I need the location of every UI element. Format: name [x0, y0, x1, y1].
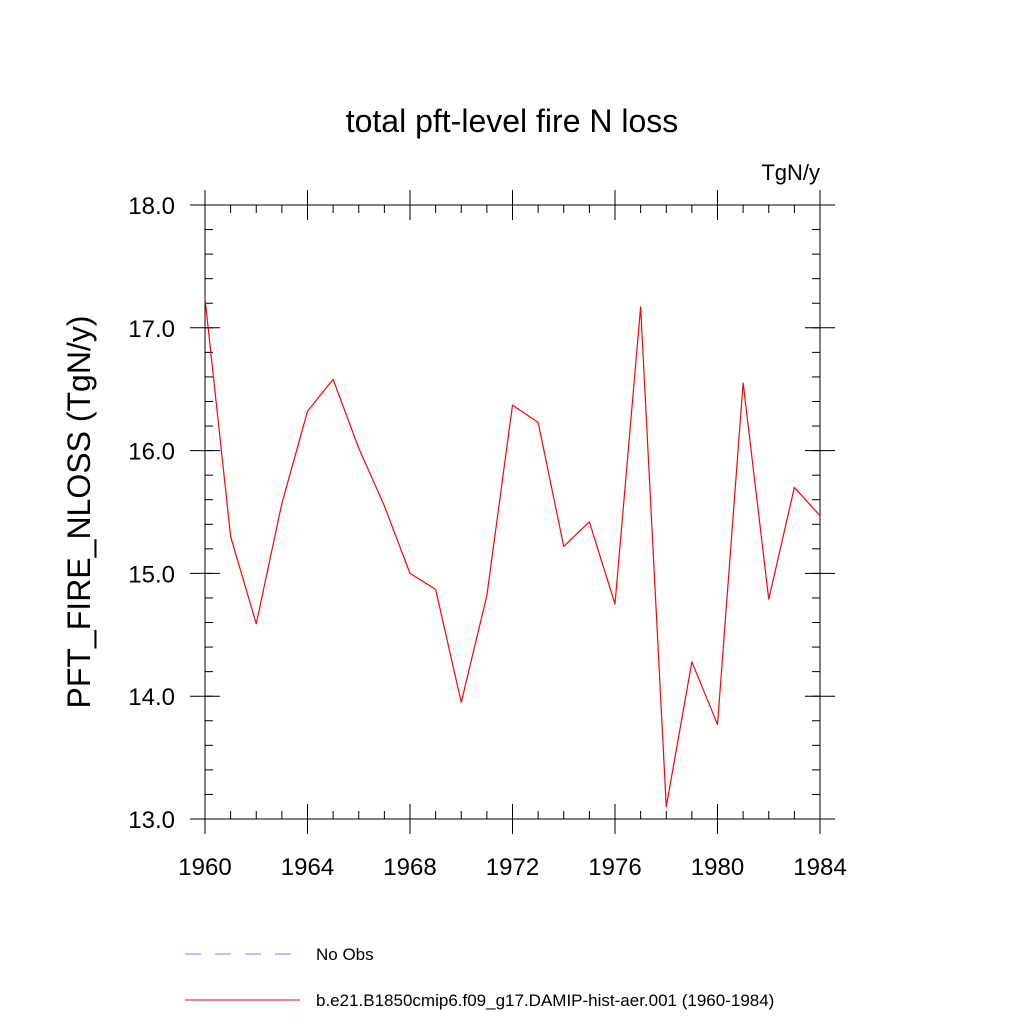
plot-frame [204, 204, 821, 820]
axis-tick-labels: 1960 1964 1968 1972 1976 1980 1984 13.0 14.0 15.0… [128, 193, 846, 881]
axis-ticks [190, 190, 835, 834]
y-tick-label: 14.0 [128, 684, 175, 711]
series-layer [204, 298, 821, 808]
y-tick-label: 17.0 [128, 316, 175, 343]
y-tick-label: 15.0 [128, 561, 175, 588]
x-tick-label: 1960 [178, 854, 231, 881]
x-tick-label: 1984 [793, 854, 846, 881]
legend-label-no-obs: No Obs [316, 945, 374, 964]
x-tick-label: 1972 [486, 854, 539, 881]
x-tick-label: 1980 [691, 854, 744, 881]
x-tick-label: 1968 [383, 854, 436, 881]
series-line [204, 298, 821, 808]
x-tick-label: 1964 [281, 854, 334, 881]
y-tick-label: 13.0 [128, 807, 175, 834]
legend-label-model-run: b.e21.B1850cmip6.f09_g17.DAMIP-hist-aer.… [316, 991, 774, 1010]
x-tick-label: 1976 [588, 854, 641, 881]
y-tick-label: 16.0 [128, 439, 175, 466]
y-axis-label: PFT_FIRE_NLOSS (TgN/y) [61, 316, 97, 709]
y-tick-label: 18.0 [128, 193, 175, 220]
legend: No Obs b.e21.B1850cmip6.f09_g17.DAMIP-hi… [185, 945, 774, 1010]
units-label: TgN/y [761, 160, 820, 185]
chart-title: total pft-level fire N loss [346, 103, 679, 139]
